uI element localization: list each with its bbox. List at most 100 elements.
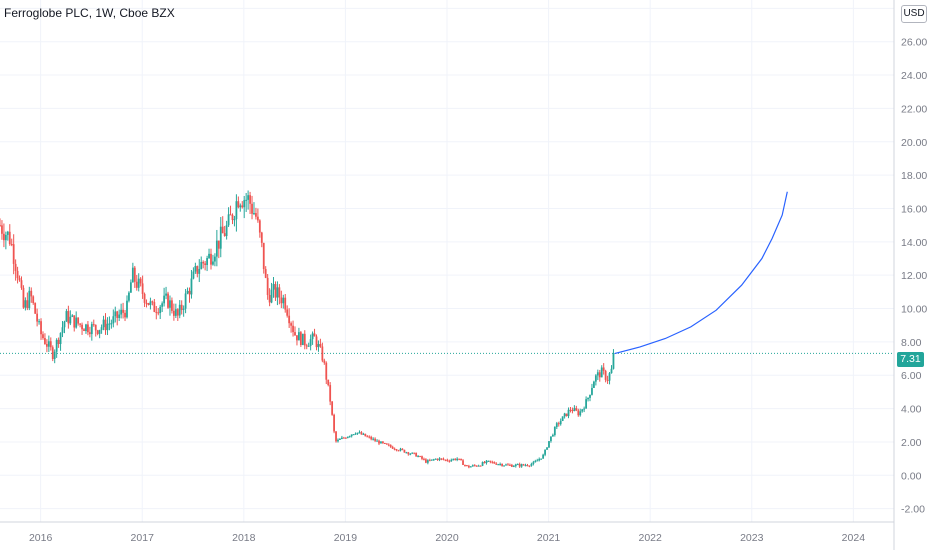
candle <box>366 435 369 438</box>
candle <box>446 458 449 462</box>
x-tick-label: 2018 <box>232 532 256 544</box>
candle <box>354 432 357 435</box>
candle <box>362 432 365 435</box>
candle <box>348 435 351 438</box>
candle <box>171 297 173 314</box>
candle <box>507 462 509 466</box>
candle <box>432 458 435 461</box>
candle <box>528 465 531 468</box>
candle <box>495 462 498 466</box>
candle <box>596 369 599 381</box>
candle <box>600 365 603 378</box>
x-tick-label: 2022 <box>639 532 663 544</box>
candle <box>321 342 324 363</box>
candle <box>339 437 341 441</box>
candle <box>296 335 298 346</box>
candle <box>405 451 408 454</box>
candle <box>467 464 470 469</box>
time-axis[interactable]: 2016 2017 2018 2019 2020 2021 2022 2023 2024 <box>29 532 865 544</box>
candle <box>18 275 21 282</box>
candle <box>38 318 40 325</box>
candle <box>591 383 593 396</box>
candle <box>24 297 27 311</box>
candle <box>196 265 199 278</box>
candle <box>475 465 478 467</box>
currency-badge[interactable]: USD <box>901 5 927 23</box>
candle <box>430 459 433 461</box>
candle <box>485 460 488 465</box>
candle <box>395 448 398 452</box>
candle <box>536 458 539 462</box>
candle <box>4 231 7 250</box>
candle <box>356 432 359 435</box>
candle <box>303 330 306 350</box>
candle <box>8 224 11 246</box>
candle <box>16 266 19 284</box>
projection-curve[interactable] <box>614 191 788 355</box>
candle <box>436 458 439 461</box>
candle <box>423 457 425 461</box>
candle <box>337 438 339 443</box>
candle <box>477 464 480 467</box>
candle <box>415 452 418 457</box>
candle <box>219 217 222 258</box>
candle <box>493 461 496 464</box>
candle <box>585 396 588 409</box>
candle <box>235 194 238 232</box>
candle <box>413 452 416 455</box>
candle <box>383 442 386 445</box>
candle <box>426 459 429 465</box>
candle <box>245 192 248 212</box>
candle <box>456 457 459 462</box>
candle <box>286 305 289 318</box>
candle <box>61 321 64 338</box>
candle <box>298 327 300 341</box>
candle <box>608 372 611 385</box>
candle <box>26 292 29 311</box>
candle <box>352 434 355 436</box>
candle <box>253 202 255 216</box>
candle <box>440 458 443 461</box>
candle <box>133 265 136 288</box>
candle <box>243 195 246 219</box>
projection-curve-layer <box>614 191 788 355</box>
candle <box>92 319 95 327</box>
candle <box>192 267 195 280</box>
candle <box>28 286 31 311</box>
candle <box>251 195 253 220</box>
candle <box>565 413 568 417</box>
candle <box>370 435 373 441</box>
candle <box>128 291 130 303</box>
candle <box>206 255 208 272</box>
candle <box>143 292 146 308</box>
x-tick-label: 2017 <box>131 532 155 544</box>
candle <box>85 323 87 334</box>
price-axis[interactable]: -2.00 0.00 2.00 4.00 6.00 8.00 10.00 12.00 14.00… <box>901 3 927 515</box>
candle <box>147 302 150 306</box>
candle <box>204 260 207 271</box>
candle <box>393 447 396 451</box>
candle <box>581 409 584 413</box>
candle <box>145 299 148 308</box>
y-tick-label: 18.00 <box>901 170 927 182</box>
candle <box>579 408 582 417</box>
candle <box>6 230 9 241</box>
candle <box>587 397 589 402</box>
candle <box>186 287 189 295</box>
y-tick-label: 2.00 <box>901 437 922 449</box>
candle <box>518 462 521 468</box>
candle <box>153 298 156 313</box>
candle <box>96 329 99 336</box>
candle <box>458 458 461 461</box>
candle <box>174 303 177 318</box>
candle <box>90 321 93 341</box>
candle <box>161 301 164 312</box>
candle <box>268 288 271 307</box>
axes <box>0 0 895 550</box>
candle <box>163 287 166 307</box>
candle <box>483 460 486 464</box>
candle <box>157 308 160 316</box>
candle <box>532 460 535 466</box>
candle <box>522 463 525 466</box>
